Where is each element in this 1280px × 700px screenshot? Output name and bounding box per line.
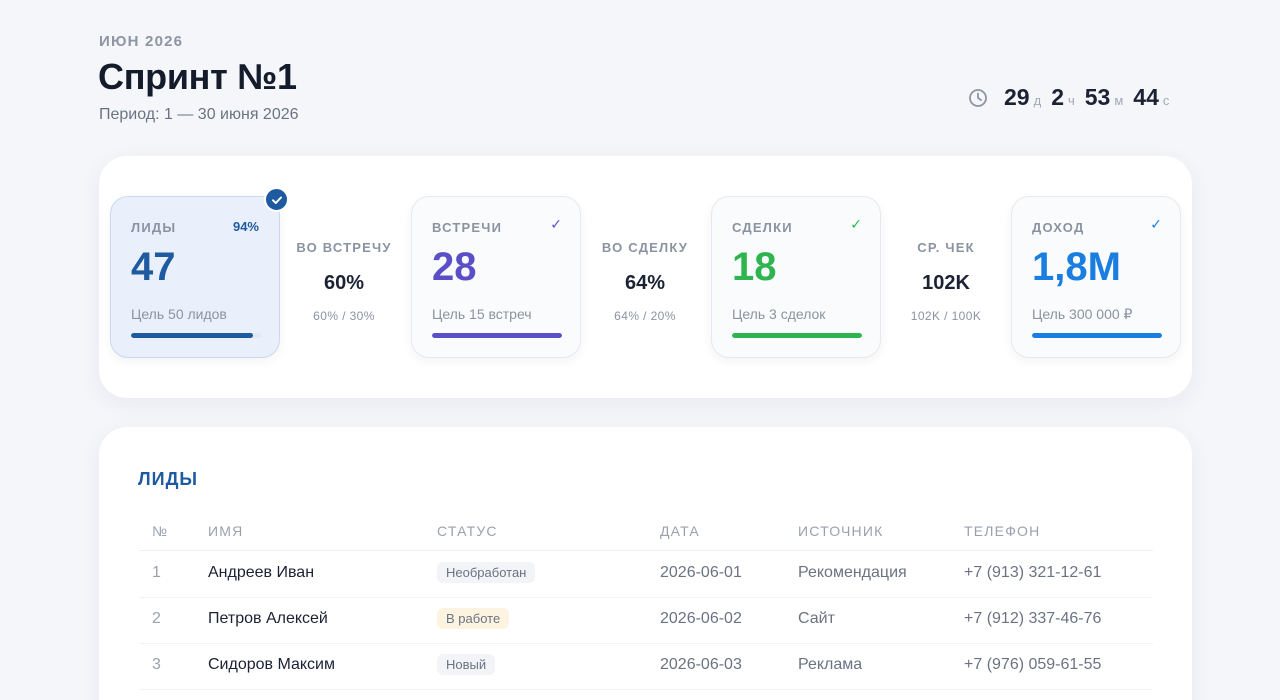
period-month-label: ИЮН 2026: [99, 33, 184, 50]
meetings-card-value: 28: [432, 245, 477, 289]
column-header-date[interactable]: ДАТА: [660, 523, 700, 539]
timer-days-unit: д: [1033, 93, 1042, 108]
period-range: Период: 1 — 30 июня 2026: [99, 106, 299, 123]
conversion-to-meeting-label: ВО ВСТРЕЧУ: [296, 240, 392, 255]
deals-progress-fill: [732, 333, 862, 338]
leads-progress-bar: [131, 333, 261, 338]
lead-name[interactable]: Сидоров Максим: [208, 656, 335, 673]
lead-phone[interactable]: +7 (976) 059-61-55: [964, 656, 1102, 673]
column-header-name[interactable]: ИМЯ: [208, 523, 244, 539]
completed-check-icon: [264, 187, 289, 212]
table-row[interactable]: 2 Петров Алексей В работе 2026-06-02 Сай…: [139, 598, 1153, 644]
lead-source: Сайт: [798, 610, 835, 627]
leads-card-value: 47: [131, 245, 176, 289]
table-row[interactable]: 3 Сидоров Максим Новый 2026-06-03 Реклам…: [139, 644, 1153, 690]
average-check-value: 102K: [922, 272, 970, 294]
column-header-number[interactable]: №: [152, 523, 169, 539]
meetings-card-label: ВСТРЕЧИ: [432, 220, 503, 235]
lead-date: 2026-06-01: [660, 564, 742, 581]
leads-table-title: ЛИДЫ: [138, 469, 199, 489]
check-icon: ✓: [1150, 216, 1162, 232]
table-header: № ИМЯ СТАТУС ДАТА ИСТОЧНИК ТЕЛЕФОН: [139, 523, 1153, 551]
timer-seconds-unit: с: [1162, 93, 1170, 108]
lead-phone[interactable]: +7 (913) 321-12-61: [964, 564, 1102, 581]
deals-card-goal: Цель 3 сделок: [732, 306, 826, 322]
conversion-to-deal-value: 64%: [624, 272, 666, 294]
stats-panel: ЛИДЫ 94% 47 Цель 50 лидов ВО ВСТРЕЧУ 60%…: [99, 156, 1192, 398]
income-progress-fill: [1032, 333, 1162, 338]
meetings-progress-fill: [432, 333, 562, 338]
check-icon: ✓: [550, 216, 562, 232]
leads-card[interactable]: ЛИДЫ 94% 47 Цель 50 лидов: [110, 187, 289, 358]
clock-icon: [969, 88, 987, 107]
lead-name[interactable]: Петров Алексей: [208, 610, 328, 627]
income-progress-bar: [1032, 333, 1162, 338]
leads-progress-fill: [131, 333, 254, 338]
lead-source: Реклама: [798, 656, 863, 673]
income-card-label: ДОХОД: [1032, 220, 1085, 235]
conversion-to-meeting-sub: 60% / 30%: [313, 309, 375, 323]
timer-minutes: 53: [1084, 84, 1111, 110]
status-badge[interactable]: В работе: [437, 608, 510, 629]
page-title: Спринт №1: [98, 56, 297, 97]
average-check-label: СР. ЧЕК: [917, 240, 975, 255]
timer-minutes-unit: м: [1114, 93, 1124, 108]
meetings-progress-bar: [432, 333, 562, 338]
status-badge[interactable]: Необработан: [437, 562, 536, 583]
income-card-value: 1,8M: [1032, 245, 1121, 289]
timer-seconds: 44: [1133, 84, 1159, 110]
countdown-timer: 29 д 2 ч 53 м 44 с: [968, 84, 1175, 111]
conversion-to-meeting: ВО ВСТРЕЧУ 60% 60% / 30%: [279, 240, 409, 323]
timer-days: 29: [1004, 84, 1030, 110]
lead-name[interactable]: Андреев Иван: [208, 564, 315, 581]
lead-date: 2026-06-03: [660, 656, 742, 673]
leads-card-goal: Цель 50 лидов: [131, 306, 227, 322]
meetings-card-goal: Цель 15 встреч: [432, 306, 532, 322]
meetings-card[interactable]: ВСТРЕЧИ ✓ 28 Цель 15 встреч: [411, 196, 581, 358]
conversion-to-meeting-value: 60%: [323, 272, 365, 294]
leads-card-percent: 94%: [232, 219, 259, 234]
status-badge[interactable]: Новый: [437, 654, 496, 675]
column-header-source[interactable]: ИСТОЧНИК: [798, 523, 884, 539]
income-card-goal: Цель 300 000 ₽: [1032, 306, 1133, 322]
column-header-status[interactable]: СТАТУС: [437, 523, 498, 539]
conversion-to-deal-sub: 64% / 20%: [614, 309, 676, 323]
income-card[interactable]: ДОХОД ✓ 1,8M Цель 300 000 ₽: [1011, 196, 1181, 358]
row-number: 2: [152, 610, 161, 627]
lead-date: 2026-06-02: [660, 610, 742, 627]
lead-phone[interactable]: +7 (912) 337-46-76: [964, 610, 1102, 627]
conversion-to-deal: ВО СДЕЛКУ 64% 64% / 20%: [580, 240, 710, 323]
row-number: 3: [152, 656, 161, 673]
timer-hours: 2: [1051, 84, 1064, 110]
row-number: 1: [152, 564, 161, 581]
table-row[interactable]: 1 Андреев Иван Необработан 2026-06-01 Ре…: [139, 552, 1153, 598]
check-icon: ✓: [850, 216, 862, 232]
average-check-sub: 102K / 100K: [910, 309, 982, 323]
deals-card-label: СДЕЛКИ: [732, 220, 793, 235]
leads-table-panel: ЛИДЫ № ИМЯ СТАТУС ДАТА ИСТОЧНИК ТЕЛЕФОН …: [99, 427, 1192, 700]
leads-card-label: ЛИДЫ: [131, 220, 177, 235]
timer-hours-unit: ч: [1067, 93, 1075, 108]
deals-card-value: 18: [732, 245, 777, 289]
lead-source: Рекомендация: [798, 564, 907, 581]
deals-progress-bar: [732, 333, 862, 338]
column-header-phone[interactable]: ТЕЛЕФОН: [964, 523, 1041, 539]
deals-card[interactable]: СДЕЛКИ ✓ 18 Цель 3 сделок: [711, 196, 881, 358]
average-check: СР. ЧЕК 102K 102K / 100K: [881, 240, 1011, 323]
conversion-to-deal-label: ВО СДЕЛКУ: [601, 240, 689, 255]
